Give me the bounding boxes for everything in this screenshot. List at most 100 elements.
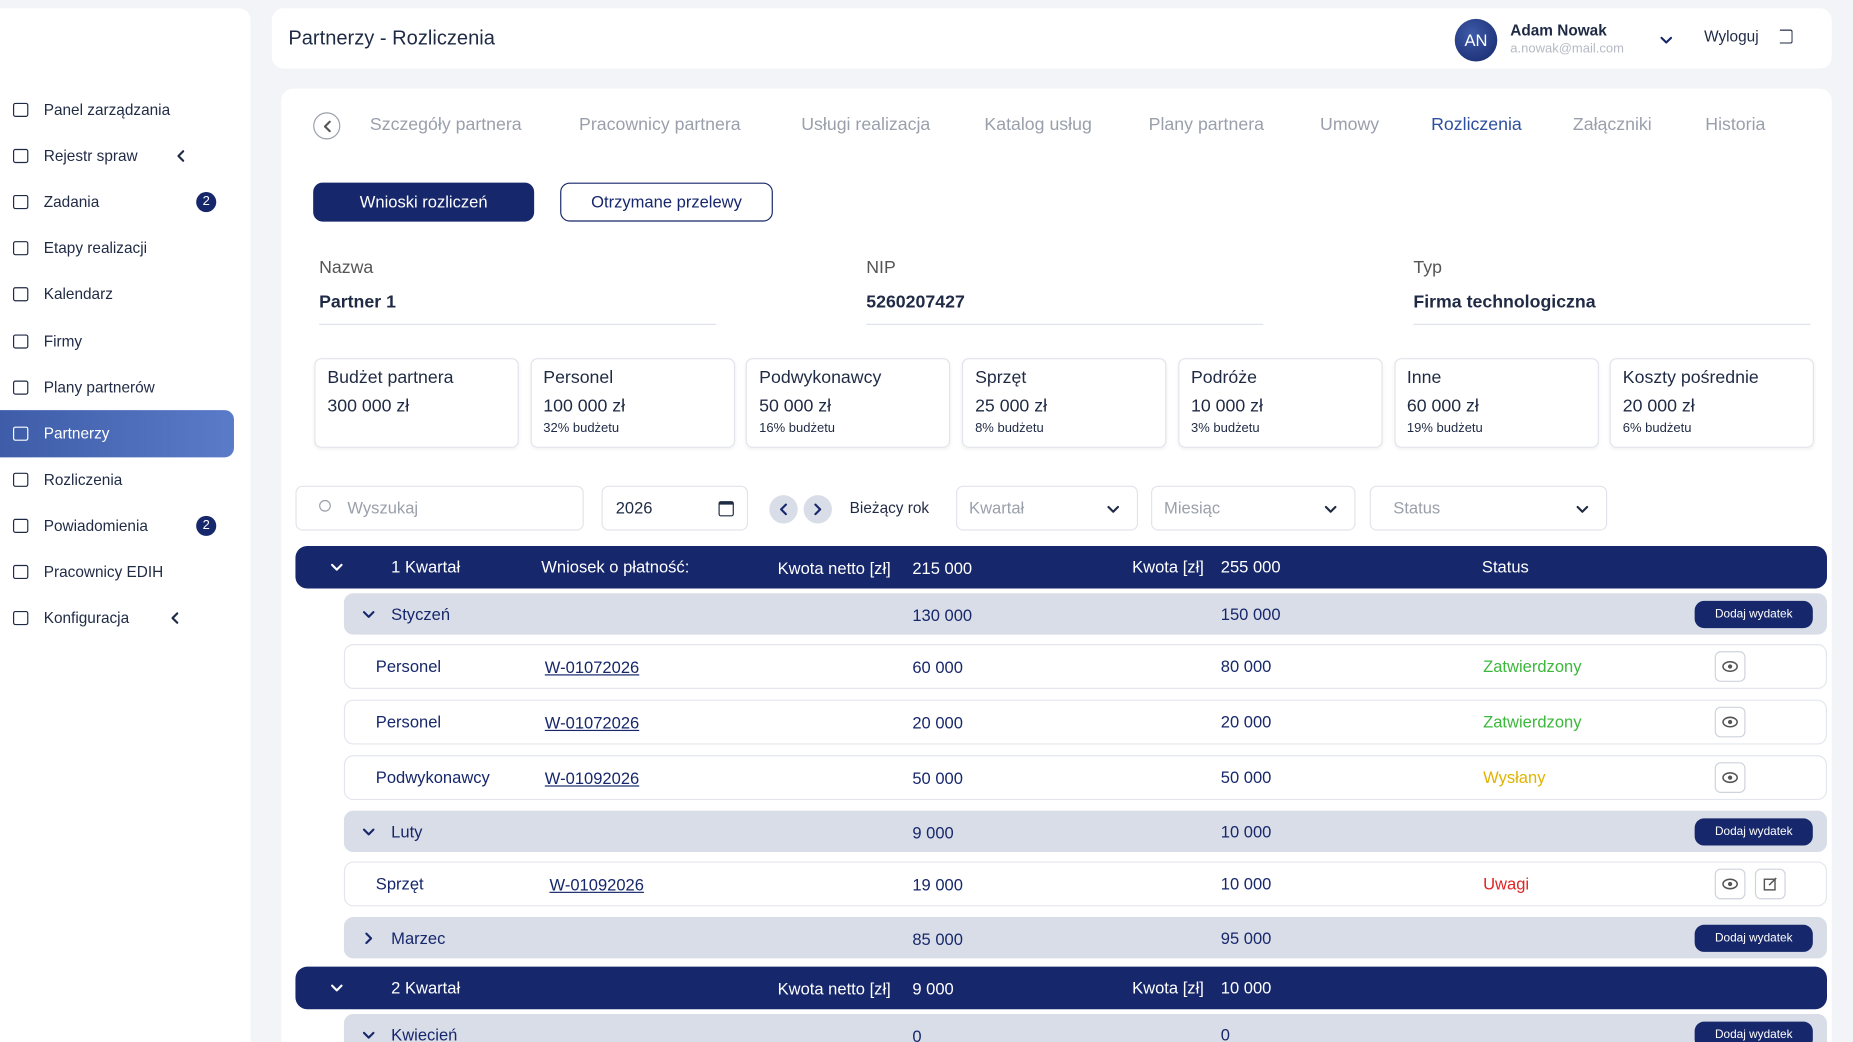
quarter-toggle[interactable] — [330, 981, 344, 995]
month-label: Styczeń — [391, 603, 451, 623]
quarter-label: 1 Kwartał — [391, 557, 461, 577]
month-toggle[interactable] — [362, 1028, 376, 1042]
submenu-arrow[interactable] — [174, 149, 188, 163]
card-share: 19% budżetu — [1406, 421, 1483, 436]
column-label: Kwota netto [zł] — [777, 979, 891, 999]
menu-item[interactable]: Firmy — [43, 331, 83, 350]
expense-category: Podwykonawcy — [375, 767, 490, 787]
back-button[interactable] — [313, 112, 341, 140]
search-input[interactable] — [295, 485, 584, 531]
tab[interactable]: Katalog usług — [984, 114, 1092, 135]
menu-item[interactable]: Partnerzy — [43, 424, 110, 442]
expense-status: Zatwierdzony — [1483, 712, 1582, 732]
document-link[interactable]: W-01072026 — [544, 713, 640, 733]
menu-item[interactable]: Rozliczenia — [43, 470, 123, 489]
quarter-toggle[interactable] — [330, 560, 344, 574]
menu-icon — [12, 102, 29, 117]
year-input[interactable] — [601, 485, 749, 531]
view-button[interactable] — [1714, 868, 1746, 900]
tab[interactable]: Umowy — [1320, 114, 1380, 135]
info-underline — [319, 323, 717, 325]
card-amount: 60 000 zł — [1406, 395, 1479, 416]
add-expense-button[interactable]: Dodaj wydatek — [1694, 817, 1813, 845]
quarter-label: 2 Kwartał — [391, 978, 461, 997]
active-item-bg[interactable] — [0, 409, 234, 457]
quarter-row[interactable] — [295, 966, 1828, 1010]
month-toggle[interactable] — [362, 607, 376, 621]
expense-gross: 20 000 — [1220, 712, 1272, 732]
month-row[interactable] — [343, 917, 1828, 959]
year-value: 2026 — [615, 498, 653, 518]
month-row[interactable] — [343, 810, 1828, 853]
card-share: 16% budżetu — [759, 421, 836, 436]
expense-row — [343, 644, 1828, 689]
month-toggle[interactable] — [362, 931, 376, 945]
month-net: 0 — [912, 1025, 922, 1042]
view-button[interactable] — [1714, 651, 1746, 682]
menu-item[interactable]: Rejestr spraw — [43, 146, 138, 165]
add-expense-button[interactable]: Dodaj wydatek — [1694, 600, 1813, 628]
add-expense-button[interactable]: Dodaj wydatek — [1694, 924, 1813, 952]
month-net: 85 000 — [912, 928, 963, 948]
user-email: a.nowak@mail.com — [1510, 41, 1624, 57]
month-label: Marzec — [391, 927, 446, 947]
menu-item[interactable]: Powiadomienia — [43, 516, 148, 535]
add-expense-button[interactable]: Dodaj wydatek — [1694, 1021, 1813, 1042]
menu-item[interactable]: Konfiguracja — [43, 608, 130, 627]
expense-row — [343, 699, 1828, 745]
submenu-arrow[interactable] — [168, 611, 182, 625]
budget-card — [1393, 358, 1599, 448]
column-label: Kwota [zł] — [1132, 978, 1204, 997]
tab[interactable]: Plany partnera — [1148, 114, 1264, 135]
budget-card — [962, 358, 1167, 448]
secondary-button[interactable]: Otrzymane przelewy — [560, 182, 773, 222]
current-year[interactable]: Bieżący rok — [849, 498, 930, 517]
logout-icon[interactable] — [1779, 29, 1793, 44]
month-label: Kwiecień — [391, 1024, 458, 1042]
menu-item[interactable]: Panel zarządzania — [43, 100, 171, 119]
info-label: Typ — [1413, 257, 1442, 278]
info-label: NIP — [866, 257, 896, 278]
tab[interactable]: Załączniki — [1572, 114, 1652, 135]
menu-item[interactable]: Kalendarz — [43, 285, 113, 304]
tab[interactable]: Historia — [1705, 114, 1766, 135]
tab[interactable]: Szczegóły partnera — [369, 114, 522, 135]
select-arrow — [1324, 502, 1338, 516]
next-year[interactable] — [803, 495, 832, 524]
view-button[interactable] — [1714, 706, 1746, 738]
month-toggle[interactable] — [362, 824, 376, 838]
expense-net: 50 000 — [912, 768, 963, 788]
page-title: Partnerzy - Rozliczenia — [288, 26, 495, 50]
menu-item[interactable]: Zadania — [43, 193, 100, 211]
user-menu[interactable] — [1659, 33, 1673, 47]
tab[interactable]: Rozliczenia — [1431, 114, 1522, 135]
document-link[interactable]: W-01092026 — [544, 768, 640, 788]
month-row[interactable] — [343, 1013, 1828, 1042]
tab[interactable]: Usługi realizacja — [801, 114, 931, 135]
expense-row — [343, 755, 1828, 801]
budget-card — [1177, 358, 1383, 448]
menu-item[interactable]: Pracownicy EDIH — [43, 562, 164, 581]
document-link[interactable]: W-01072026 — [544, 657, 640, 677]
document-link[interactable]: W-01092026 — [549, 875, 644, 895]
select[interactable] — [956, 485, 1139, 531]
quarter-row[interactable] — [295, 545, 1828, 589]
expense-row — [343, 861, 1828, 907]
expense-category: Personel — [375, 656, 442, 676]
select[interactable] — [1151, 485, 1356, 531]
menu-item[interactable]: Plany partnerów — [43, 377, 155, 396]
expense-gross: 50 000 — [1220, 767, 1272, 787]
column-label: Kwota netto [zł] — [777, 558, 891, 578]
primary-button[interactable]: Wnioski rozliczeń — [313, 182, 535, 222]
card-title: Personel — [543, 367, 614, 388]
budget-card — [746, 358, 951, 448]
tab[interactable]: Pracownicy partnera — [579, 114, 741, 135]
menu-item[interactable]: Etapy realizacji — [43, 239, 148, 258]
month-row[interactable] — [343, 593, 1828, 635]
view-button[interactable] — [1714, 762, 1746, 793]
prev-year[interactable] — [769, 495, 798, 524]
quarter-gross: 10 000 — [1220, 978, 1272, 997]
select[interactable] — [1369, 485, 1608, 531]
edit-button[interactable] — [1754, 868, 1786, 900]
logout[interactable]: Wyloguj — [1704, 27, 1759, 46]
